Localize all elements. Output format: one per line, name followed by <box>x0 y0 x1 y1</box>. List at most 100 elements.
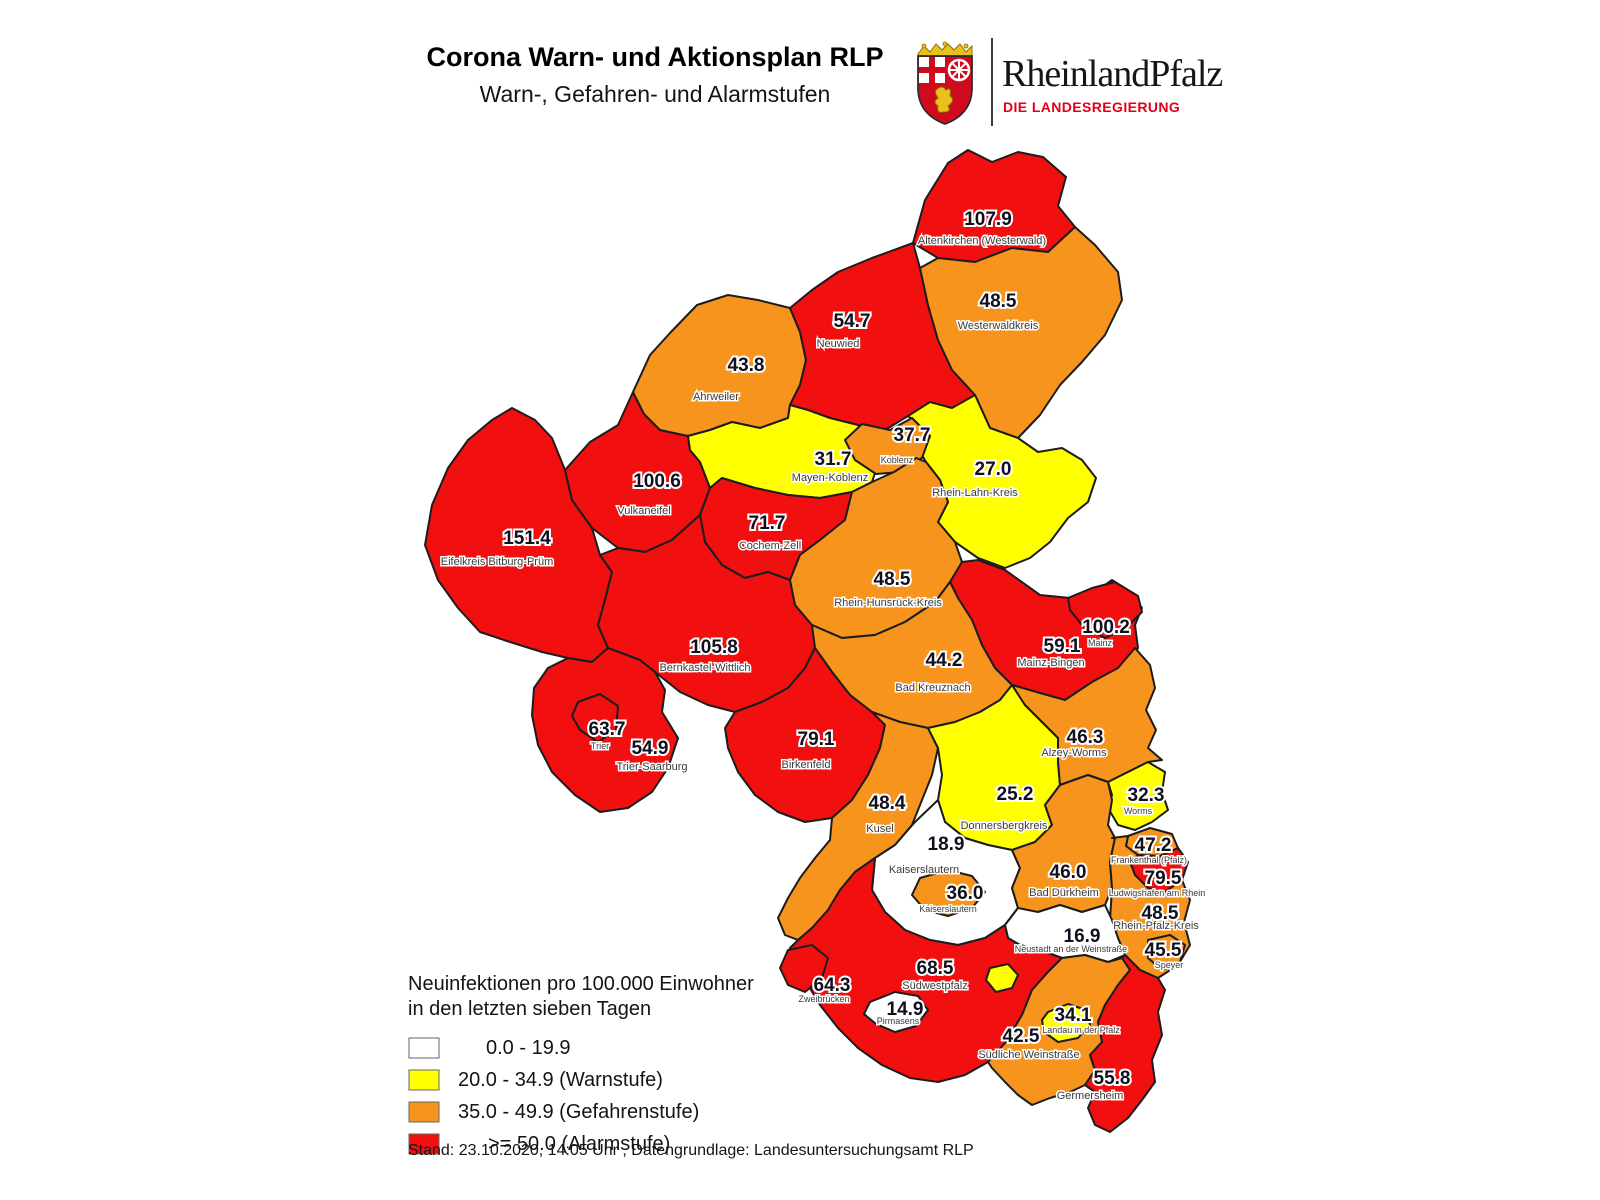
legend-swatch-yellow <box>408 1069 440 1091</box>
district-value-label: 37.7 <box>894 425 931 446</box>
district-value-label: 63.7 <box>589 719 626 740</box>
district-name-label: Rhein-Hunsrück-Kreis <box>834 597 942 609</box>
district-name-label: Alzey-Worms <box>1041 747 1107 759</box>
district-value-label: 31.7 <box>815 449 852 470</box>
district-name-label: Westerwaldkreis <box>958 320 1039 332</box>
legend-swatch-orange <box>408 1101 440 1123</box>
district-value-label: 27.0 <box>975 459 1012 480</box>
legend-title-line2: in den letzten sieben Tagen <box>408 998 652 1020</box>
district-name-label: Altenkirchen (Westerwald) <box>918 235 1046 247</box>
district-name-label: Mainz <box>1088 638 1113 648</box>
legend-row: 35.0 - 49.9 (Gefahrenstufe) <box>408 1100 754 1124</box>
district-name-label: Kaiserslautern <box>889 864 959 876</box>
district-name-label: Bernkastel-Wittlich <box>659 662 750 674</box>
district-shape-zweibruecken <box>779 944 829 993</box>
page-subtitle: Warn-, Gefahren- und Alarmstufen <box>479 81 831 107</box>
district-name-label: Germersheim <box>1057 1090 1124 1102</box>
district-shape-trier <box>571 693 619 743</box>
legend-label: 0.0 - 19.9 <box>486 1036 571 1059</box>
district-value-label: 105.8 <box>690 637 738 658</box>
district-name-label: Südliche Weinstraße <box>978 1049 1079 1061</box>
district-name-label: Mayen-Koblenz <box>792 472 868 484</box>
district-value-label: 32.3 <box>1128 785 1165 806</box>
district-value-label: 71.7 <box>749 513 786 534</box>
district-shape-alzey-worms <box>1011 647 1163 786</box>
district-name-label: Cochem-Zell <box>739 540 801 552</box>
district-name-label: Donnersbergkreis <box>961 820 1048 832</box>
legend-label: >= 50.0 (Alarmstufe) <box>488 1132 671 1155</box>
page-title: Corona Warn- und Aktionsplan RLP <box>426 42 884 72</box>
legend-row: >= 50.0 (Alarmstufe) <box>408 1132 754 1156</box>
footer-status-line: Stand: 23.10.2020, 14:05 Uhr , Datengrun… <box>408 1142 974 1159</box>
district-name-label: Kusel <box>866 823 894 835</box>
district-value-label: 46.0 <box>1050 862 1087 883</box>
logo-divider <box>991 38 993 126</box>
district-name-label: Eifelkreis Bitburg-Prüm <box>441 556 553 568</box>
district-name-label: Rhein-Pfalz-Kreis <box>1113 920 1199 932</box>
district-shape-westerwaldkreis <box>919 226 1123 439</box>
district-value-label: 48.4 <box>869 793 906 814</box>
district-value-label: 100.6 <box>633 471 681 492</box>
legend-row: 20.0 - 34.9 (Warnstufe) <box>408 1068 754 1092</box>
district-shape-speyer <box>1147 934 1186 971</box>
district-name-label: Rhein-Lahn-Kreis <box>932 487 1018 499</box>
district-value-label: 18.9 <box>928 834 965 855</box>
district-name-label: Südwestpfalz <box>902 980 967 992</box>
district-shape-germersheim <box>1084 954 1166 1133</box>
district-shape-ahrweiler <box>632 294 807 437</box>
district-name-label: Kaiserslautern <box>919 904 977 914</box>
district-value-label: 68.5 <box>917 958 954 979</box>
landau-exclave-shape <box>985 963 1019 993</box>
district-name-label: Mainz-Bingen <box>1017 657 1084 669</box>
district-value-label: 100.2 <box>1082 617 1130 638</box>
district-value-label: 45.5 <box>1145 940 1182 961</box>
map-legend: Neuinfektionen pro 100.000 Einwohner in … <box>408 972 754 1156</box>
logo-tagline: DIE LANDESREGIERUNG <box>1003 99 1181 115</box>
district-name-label: Landau in der Pfalz <box>1042 1025 1120 1035</box>
district-name-label: Speyer <box>1155 960 1184 970</box>
district-shape-pirmasens <box>863 991 929 1033</box>
district-value-label: 107.9 <box>964 209 1012 230</box>
district-value-label: 64.3 <box>814 975 851 996</box>
district-shape-landau <box>1041 1003 1091 1043</box>
title-block: Corona Warn- und Aktionsplan RLP Warn-, … <box>390 42 920 108</box>
district-name-label: Neustadt an der Weinstraße <box>1015 944 1127 954</box>
district-value-label: 25.2 <box>997 784 1034 805</box>
district-value-label: 48.5 <box>980 291 1017 312</box>
district-value-label: 42.5 <box>1003 1026 1040 1047</box>
district-shape-mainz <box>1067 581 1143 639</box>
legend-label: 20.0 - 34.9 (Warnstufe) <box>458 1068 663 1091</box>
district-value-label: 47.2 <box>1135 835 1172 856</box>
district-value-label: 59.1 <box>1044 636 1081 657</box>
district-name-label: Vulkaneifel <box>617 505 670 517</box>
logo-wordmark: RheinlandPfalz <box>1002 53 1223 95</box>
district-value-label: 151.4 <box>503 528 551 549</box>
district-name-label: Trier <box>591 741 609 751</box>
district-value-label: 16.9 <box>1064 926 1101 947</box>
district-labels: 107.9 Altenkirchen (Westerwald) 48.5 Wes… <box>439 207 1207 1104</box>
district-shape-koblenz <box>844 417 931 475</box>
district-name-label: Birkenfeld <box>782 759 831 771</box>
district-name-label: Ludwigshafen am Rhein <box>1109 888 1206 898</box>
district-name-label: Frankenthal (Pfalz) <box>1111 855 1187 865</box>
district-shape-kaiserslautern-stadt <box>911 869 986 917</box>
district-value-label: 43.8 <box>728 355 765 376</box>
legend-swatch-red <box>408 1133 440 1155</box>
legend-title-line1: Neuinfektionen pro 100.000 Einwohner <box>408 973 754 995</box>
district-name-label: Neuwied <box>817 338 860 350</box>
district-name-label: Bad Kreuznach <box>895 682 970 694</box>
district-value-label: 44.2 <box>926 650 963 671</box>
district-shape-bad-duerkheim <box>1004 774 1116 926</box>
district-name-label: Koblenz <box>881 455 914 465</box>
district-value-label: 54.9 <box>632 738 669 759</box>
district-name-label: Pirmasens <box>877 1016 920 1026</box>
district-name-label: Ahrweiler <box>693 391 739 403</box>
legend-swatch-white <box>408 1037 440 1059</box>
district-value-label: 48.5 <box>1142 903 1179 924</box>
district-name-label: Trier-Saarburg <box>616 761 687 773</box>
district-value-label: 34.1 <box>1055 1005 1092 1026</box>
rlp-coat-of-arms-icon <box>917 41 973 125</box>
district-value-label: 79.5 <box>1145 868 1182 889</box>
